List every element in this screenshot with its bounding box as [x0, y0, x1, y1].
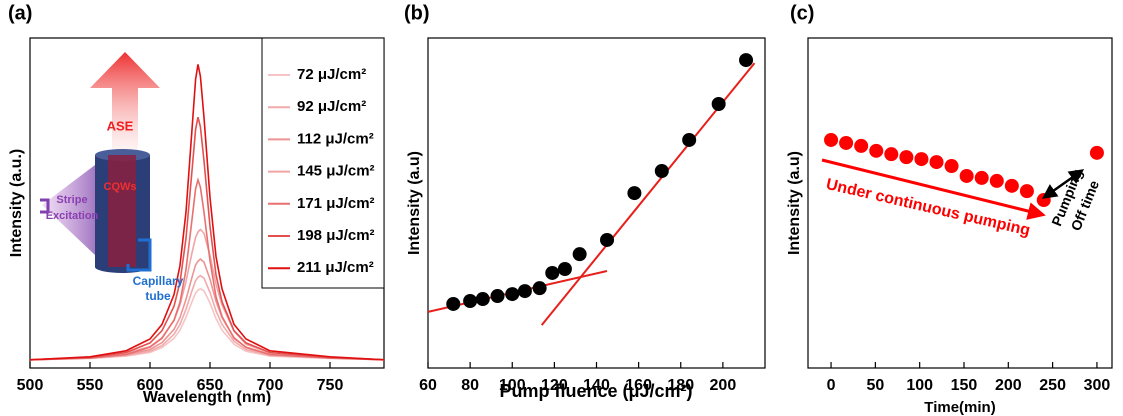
data-point — [475, 292, 490, 307]
data-point — [505, 287, 520, 302]
data-point — [839, 135, 854, 150]
x-tick-label: 150 — [951, 377, 978, 394]
data-point — [517, 284, 532, 299]
annotation: tube — [145, 289, 171, 303]
annotation: CQWs — [104, 181, 137, 193]
data-point — [1019, 184, 1034, 199]
x-tick-label: 50 — [866, 377, 884, 394]
data-point — [572, 247, 587, 262]
data-point — [929, 155, 944, 170]
plot-frame — [427, 37, 766, 369]
x-tick-label: 300 — [1084, 377, 1111, 394]
data-point — [989, 173, 1004, 188]
ase-arrow — [90, 52, 160, 170]
data-point — [824, 132, 839, 147]
x-tick-label: 100 — [499, 377, 526, 394]
x-tick-label: 700 — [257, 377, 284, 394]
data-point — [446, 296, 461, 311]
data-point — [959, 168, 974, 183]
data-point — [557, 262, 572, 276]
data-point — [739, 53, 754, 68]
panel-label: (b) — [404, 2, 430, 24]
x-tick-label: 200 — [710, 377, 737, 394]
legend-label: 112 μJ/cm² — [297, 130, 374, 147]
data-point — [463, 294, 478, 309]
legend-label: 211 μJ/cm² — [297, 259, 374, 276]
data-point — [545, 265, 560, 280]
data-point — [532, 281, 547, 296]
legend-box — [261, 37, 385, 289]
x-tick-label: 500 — [17, 377, 44, 394]
x-axis-label: Pump fluence (μJ/cm²) — [499, 381, 692, 401]
x-tick-label: 100 — [906, 377, 933, 394]
spectrum-line — [29, 177, 385, 361]
x-axis-label: Time(min) — [924, 399, 995, 416]
y-axis-label: Intensity (a.u) — [786, 151, 803, 255]
legend-label: 72 μJ/cm² — [297, 66, 366, 83]
trend-arrow — [821, 158, 1046, 220]
x-tick-label: 140 — [583, 377, 610, 394]
spectrum-line — [29, 274, 385, 361]
data-point — [944, 159, 959, 174]
excitation-beam — [42, 165, 95, 255]
y-axis-label: Intensity (a.u) — [406, 151, 423, 255]
x-tick-label: 600 — [137, 377, 164, 394]
data-point — [1089, 145, 1104, 160]
off-time-arrow — [1041, 169, 1085, 199]
panel-label: (a) — [8, 2, 32, 24]
x-axis-label: Wavelength (nm) — [143, 389, 271, 406]
spectrum-line — [29, 117, 385, 361]
y-axis-label: Intensity (a.u.) — [8, 149, 25, 257]
x-tick-label: 180 — [667, 377, 694, 394]
legend-label: 198 μJ/cm² — [297, 227, 375, 244]
data-point — [869, 143, 884, 158]
tube-pointer — [126, 238, 152, 272]
legend-label: 171 μJ/cm² — [297, 195, 375, 212]
cqw-fill — [108, 155, 136, 267]
x-tick-label: 200 — [995, 377, 1022, 394]
stripe-marker — [40, 198, 50, 214]
annotation: Capillary — [133, 274, 184, 288]
spectrum-line — [29, 287, 385, 361]
data-point — [899, 150, 914, 165]
x-tick-label: 60 — [419, 377, 437, 394]
spectrum-line — [29, 64, 385, 361]
panel-label: (c) — [790, 2, 814, 24]
data-point — [1004, 178, 1019, 193]
annotation: Stripe — [56, 194, 87, 206]
x-tick-label: 0 — [827, 377, 836, 394]
legend-label: 92 μJ/cm² — [297, 98, 366, 115]
data-point — [600, 232, 615, 247]
data-point — [654, 163, 669, 178]
annotation: ASE — [107, 118, 134, 133]
data-point — [854, 138, 869, 153]
data-point — [884, 147, 899, 162]
data-point — [490, 289, 505, 304]
data-point — [914, 152, 929, 167]
x-tick-label: 160 — [625, 377, 652, 394]
x-tick-label: 80 — [461, 377, 479, 394]
x-tick-label: 550 — [77, 377, 104, 394]
data-point — [627, 186, 642, 201]
data-point — [974, 170, 989, 185]
x-tick-label: 120 — [541, 377, 568, 394]
legend-label: 145 μJ/cm² — [297, 163, 375, 180]
data-point — [711, 97, 726, 111]
data-point — [682, 132, 697, 147]
x-tick-label: 250 — [1039, 377, 1066, 394]
annotation: Excitation — [46, 210, 99, 222]
x-tick-label: 750 — [317, 377, 344, 394]
plot-frame — [807, 37, 1113, 369]
x-tick-label: 650 — [197, 377, 224, 394]
inset-diagram: ASE CQWs Stripe Excitation Capillary tub… — [40, 52, 184, 303]
